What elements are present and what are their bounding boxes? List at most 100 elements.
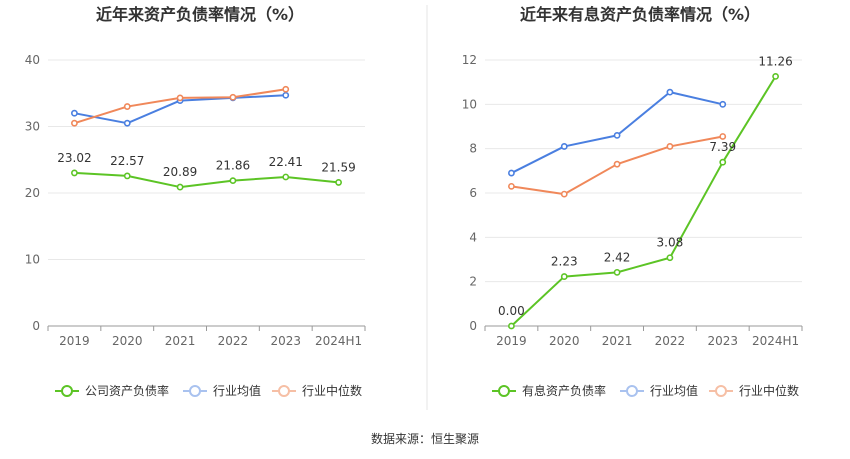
legend-marker: [715, 385, 727, 397]
data-point: [123, 103, 131, 110]
legend-marker: [498, 385, 510, 397]
chart-title: 近年来有息资产负债率情况（%）: [520, 5, 760, 24]
data-label: 22.57: [110, 154, 144, 168]
series-line: [74, 171, 339, 189]
data-point: [560, 190, 568, 198]
series-1: 23.02 22.57 20.89 21.86 22.41 21.59: [57, 151, 356, 191]
x-tick-label: 2019: [496, 334, 527, 348]
y-tick-label: 10: [25, 253, 40, 267]
data-label: 20.89: [163, 165, 197, 179]
series-2: [508, 88, 727, 177]
legend-item[interactable]: 公司资产负债率: [55, 383, 169, 398]
data-point: [719, 100, 727, 108]
y-tick-label: 0: [32, 319, 40, 333]
x-tick-label: 2024H1: [315, 334, 362, 348]
legend-label: 公司资产负债率: [85, 383, 169, 398]
legend: 公司资产负债率 行业均值 行业中位数: [55, 383, 362, 398]
legend-marker: [278, 385, 290, 397]
y-tick-label: 0: [469, 319, 477, 333]
data-point: [176, 183, 184, 191]
data-point: [71, 169, 78, 177]
data-point: [772, 73, 779, 80]
legend-item[interactable]: 行业均值: [620, 383, 698, 398]
data-point: [613, 131, 621, 139]
x-tick-label: 2023: [707, 334, 738, 348]
series-3: [508, 133, 727, 198]
chart-panel-1: 近年来资产负债率情况（%） 0 10 20 30 40 2019 2020 2021 2022 20…: [25, 5, 366, 398]
y-tick-label: 8: [469, 142, 477, 156]
y-tick-label: 4: [469, 230, 477, 244]
x-tick-label: 2022: [655, 334, 686, 348]
legend-item[interactable]: 行业中位数: [272, 383, 362, 398]
data-point: [719, 133, 727, 140]
legend-label: 行业均值: [650, 383, 698, 398]
legend-label: 行业中位数: [302, 383, 362, 398]
data-label: 21.59: [321, 160, 355, 174]
series-line: [510, 75, 777, 327]
data-point: [508, 322, 515, 330]
y-tick-label: 40: [25, 53, 40, 67]
y-tick-label: 10: [462, 97, 477, 111]
source-label: 数据来源：恒生聚源: [371, 431, 479, 446]
data-point: [508, 169, 515, 177]
x-tick-label: 2022: [218, 334, 249, 348]
x-tick-label: 2019: [59, 334, 90, 348]
y-tick-label: 6: [469, 186, 477, 200]
legend-label: 有息资产负债率: [522, 383, 606, 398]
y-tick-label: 30: [25, 120, 40, 134]
data-label: 21.86: [216, 159, 250, 173]
legend-marker: [626, 385, 638, 397]
data-point: [123, 119, 131, 127]
x-tick-label: 2020: [112, 334, 143, 348]
data-label: 2.23: [551, 255, 578, 269]
x-tick-label: 2024H1: [752, 334, 799, 348]
data-label: 11.26: [758, 54, 792, 68]
legend-label: 行业中位数: [739, 383, 799, 398]
data-label: 3.08: [657, 236, 684, 250]
legend-label: 行业均值: [213, 383, 261, 398]
data-point: [666, 143, 674, 150]
data-point: [666, 254, 674, 262]
data-point: [335, 179, 342, 186]
data-point: [613, 160, 621, 168]
data-point: [613, 268, 621, 276]
y-tick-label: 2: [469, 275, 477, 289]
data-point: [176, 94, 184, 102]
data-label: 2.42: [604, 250, 631, 264]
data-point: [508, 182, 515, 190]
data-point: [123, 172, 131, 180]
data-point: [560, 143, 568, 150]
chart-title: 近年来资产负债率情况（%）: [96, 5, 304, 24]
legend-item[interactable]: 有息资产负债率: [492, 383, 606, 398]
chart-panel-2: 近年来有息资产负债率情况（%） 0 2 4 6 8 10 12 2019 2020 2021 2022…: [462, 5, 803, 398]
series-1: 0.00 2.23 2.42 3.08 7.39 11.26: [498, 54, 793, 330]
y-tick-label: 20: [25, 186, 40, 200]
data-point: [666, 88, 674, 96]
legend-marker: [189, 385, 201, 397]
series-line: [74, 88, 286, 125]
x-tick-label: 2021: [602, 334, 633, 348]
x-tick-label: 2023: [270, 334, 301, 348]
data-point: [229, 93, 237, 101]
y-tick-label: 12: [462, 53, 477, 67]
data-point: [282, 91, 290, 99]
data-point: [282, 173, 290, 181]
data-label: 22.41: [269, 155, 303, 169]
legend: 有息资产负债率 行业均值 行业中位数: [492, 383, 799, 398]
data-point: [282, 85, 290, 93]
legend-item[interactable]: 行业均值: [183, 383, 261, 398]
series-3: [71, 85, 290, 127]
data-label: 23.02: [57, 151, 91, 165]
data-point: [71, 109, 78, 117]
legend-item[interactable]: 行业中位数: [709, 383, 799, 398]
data-label: 7.39: [709, 140, 736, 154]
data-point: [719, 158, 727, 166]
data-point: [229, 177, 237, 185]
data-point: [71, 119, 78, 127]
x-tick-label: 2020: [549, 334, 580, 348]
legend-marker: [61, 385, 73, 397]
x-tick-label: 2021: [165, 334, 196, 348]
data-point: [560, 273, 568, 280]
